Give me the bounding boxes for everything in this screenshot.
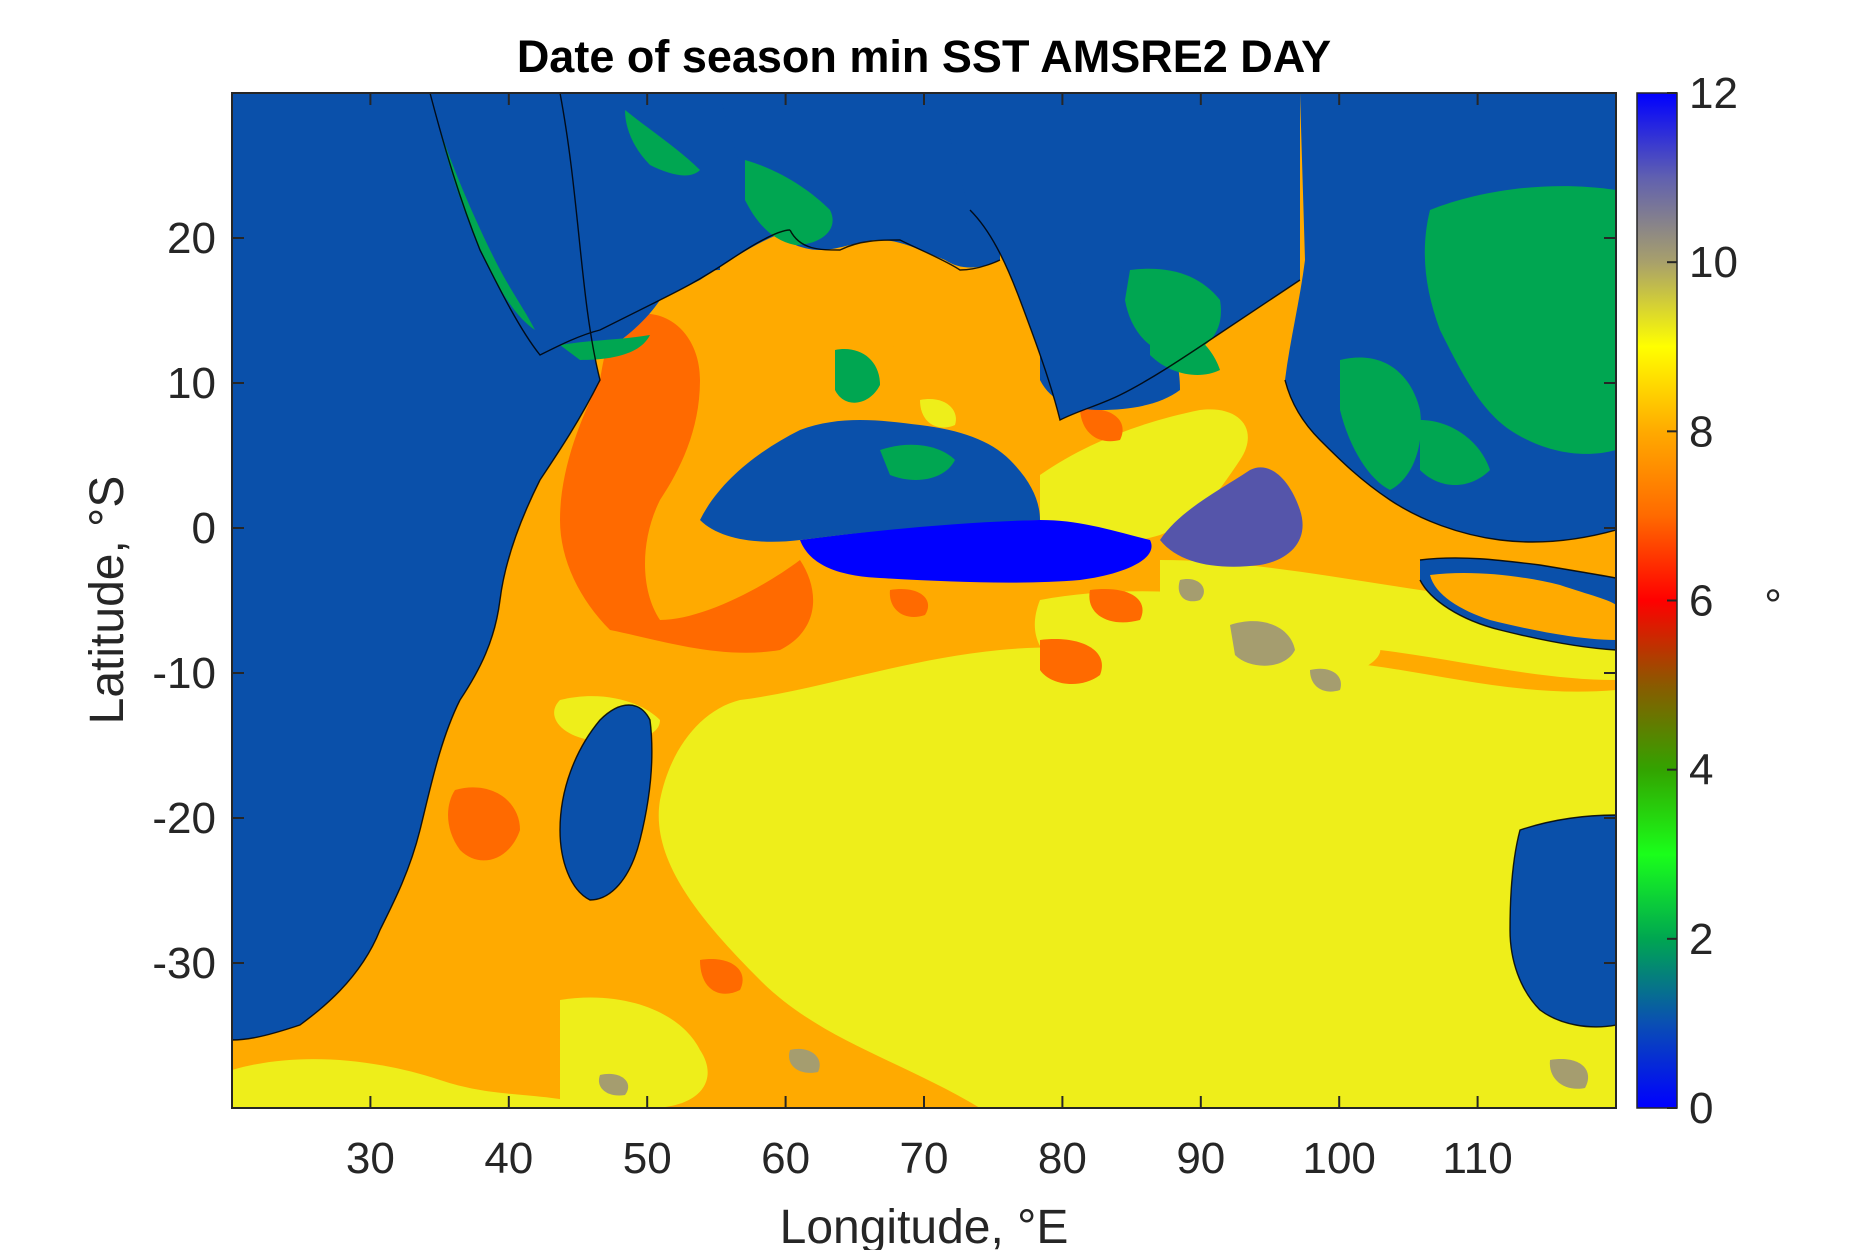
olive-patches	[598, 579, 1589, 1096]
colorbar-tick-label: 6	[1689, 577, 1713, 626]
x-axis-label: Longitude, °E	[780, 1201, 1069, 1250]
andaman-purple-region	[1160, 467, 1303, 567]
colorbar-tick-label: 12	[1689, 69, 1738, 118]
y-tick-label: 20	[167, 214, 216, 263]
plot-area	[232, 93, 1616, 1108]
colorbar-tick-label: 10	[1689, 238, 1738, 287]
x-axis: 30 40 50 60 70 80 90 100 110	[346, 93, 1513, 1183]
y-tick-label: -30	[152, 939, 216, 988]
x-tick-label: 100	[1302, 1134, 1375, 1183]
green-fringes	[440, 110, 1616, 490]
x-tick-label: 110	[1443, 1134, 1513, 1183]
x-tick-label: 30	[346, 1134, 395, 1183]
y-axis-label: Latitude, °S	[81, 476, 134, 725]
y-tick-label: 10	[167, 359, 216, 408]
equatorial-blue-band	[800, 520, 1152, 583]
chart-title: Date of season min SST AMSRE2 DAY	[517, 31, 1331, 82]
colorbar-tick-label: 2	[1689, 915, 1713, 964]
x-tick-label: 60	[761, 1134, 810, 1183]
y-tick-label: -10	[152, 649, 216, 698]
colorbar-tick-label: 8	[1689, 407, 1713, 456]
indonesia-orange	[879, 344, 1616, 640]
y-tick-label: -20	[152, 794, 216, 843]
x-tick-label: 50	[623, 1134, 672, 1183]
colorbar: 0 2 4 6 8 10 12 °	[1636, 69, 1782, 1133]
x-tick-label: 90	[1176, 1134, 1225, 1183]
colorbar-label: °	[1764, 581, 1782, 630]
colorbar-tick-label: 0	[1689, 1084, 1713, 1133]
x-tick-label: 80	[1038, 1134, 1087, 1183]
x-tick-label: 70	[900, 1134, 949, 1183]
colorbar-ticks: 0 2 4 6 8 10 12	[1667, 69, 1738, 1133]
colorbar-tick-label: 4	[1689, 746, 1713, 795]
y-tick-label: 0	[192, 504, 216, 553]
coastlines	[232, 93, 1616, 1041]
y-axis: 20 10 0 -10 -20 -30	[152, 214, 1616, 988]
x-tick-label: 40	[484, 1134, 533, 1183]
